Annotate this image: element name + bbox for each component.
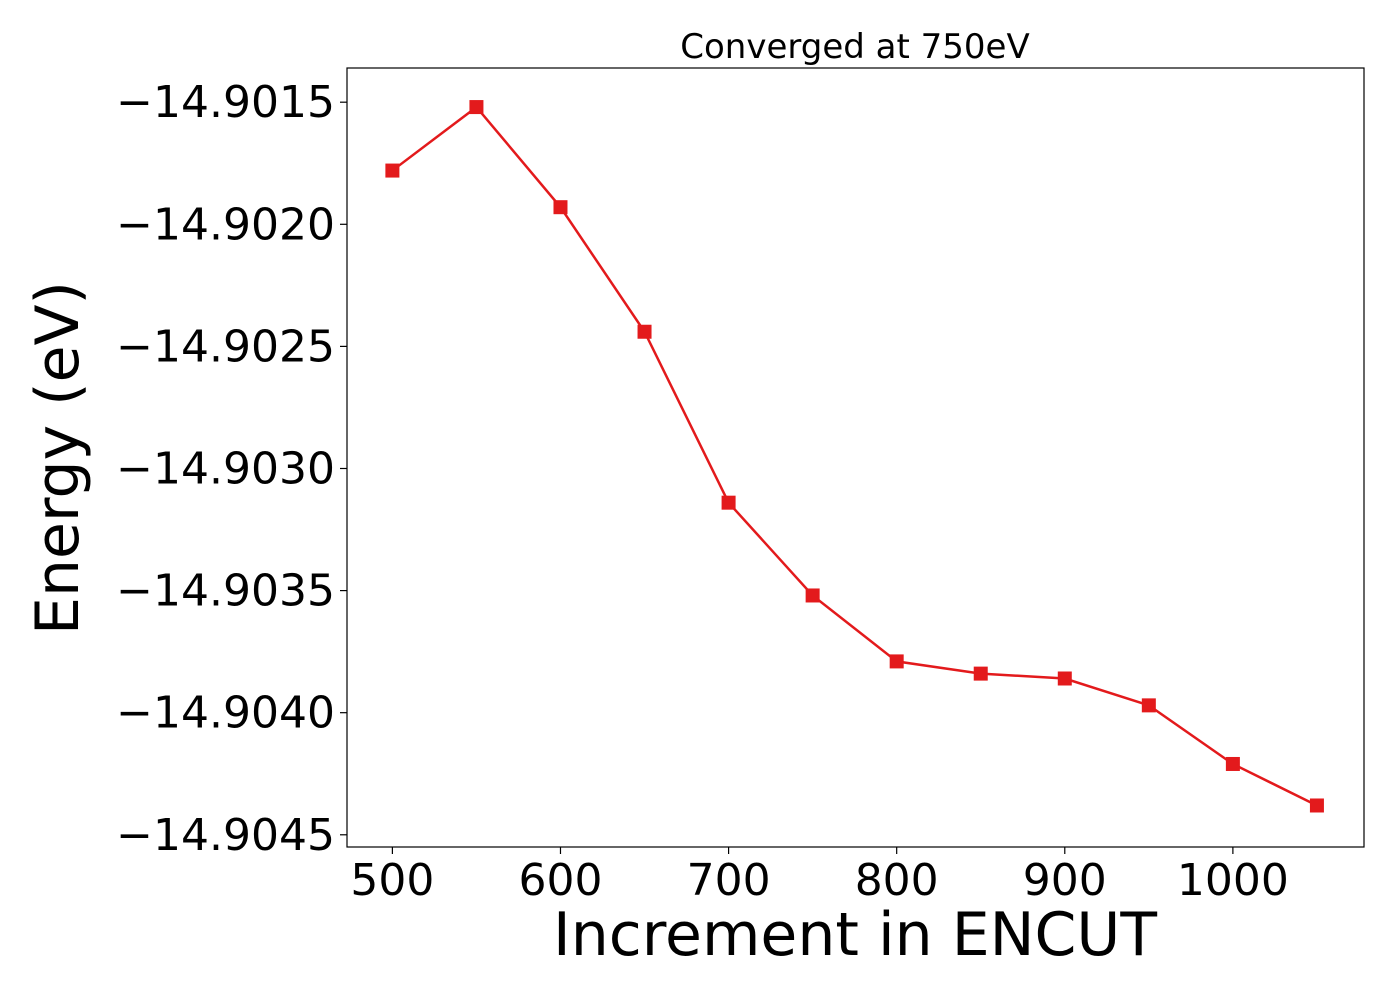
y-tick-label: −14.9035 bbox=[116, 566, 335, 617]
x-tick-label: 900 bbox=[1023, 855, 1107, 906]
data-point bbox=[637, 324, 652, 339]
x-axis-label: Increment in ENCUT bbox=[553, 900, 1157, 970]
x-tick-label: 700 bbox=[687, 855, 771, 906]
data-point bbox=[973, 666, 988, 681]
data-point bbox=[553, 200, 568, 215]
y-tick-label: −14.9040 bbox=[116, 688, 335, 739]
data-point bbox=[385, 163, 400, 178]
x-tick-label: 600 bbox=[518, 855, 602, 906]
series-line bbox=[391, 105, 1318, 807]
data-point bbox=[889, 654, 904, 669]
data-point bbox=[1225, 756, 1240, 771]
data-point bbox=[1057, 671, 1072, 686]
plot-frame bbox=[346, 67, 1365, 848]
data-point bbox=[721, 495, 736, 510]
y-axis-ticks: −14.9015 −14.9020 −14.9025 −14.9030 −14.9035… bbox=[116, 77, 347, 861]
x-tick-label: 800 bbox=[855, 855, 939, 906]
data-point bbox=[1309, 798, 1324, 813]
data-point bbox=[805, 588, 820, 603]
series-group bbox=[385, 100, 1324, 813]
y-tick-label: −14.9015 bbox=[116, 77, 335, 128]
y-tick-label: −14.9045 bbox=[116, 810, 335, 861]
x-tick-label: 1000 bbox=[1177, 855, 1289, 906]
data-point bbox=[469, 100, 484, 115]
x-axis-ticks: 500 600 700 800 900 1000 bbox=[350, 847, 1289, 906]
y-tick-label: −14.9020 bbox=[116, 199, 335, 250]
x-tick-label: 500 bbox=[350, 855, 434, 906]
chart-title: Converged at 750eV bbox=[680, 27, 1029, 67]
y-tick-label: −14.9030 bbox=[116, 443, 335, 494]
y-axis-label: Energy (eV) bbox=[23, 281, 93, 635]
data-point bbox=[1141, 698, 1156, 713]
y-tick-label: −14.9025 bbox=[116, 321, 335, 372]
